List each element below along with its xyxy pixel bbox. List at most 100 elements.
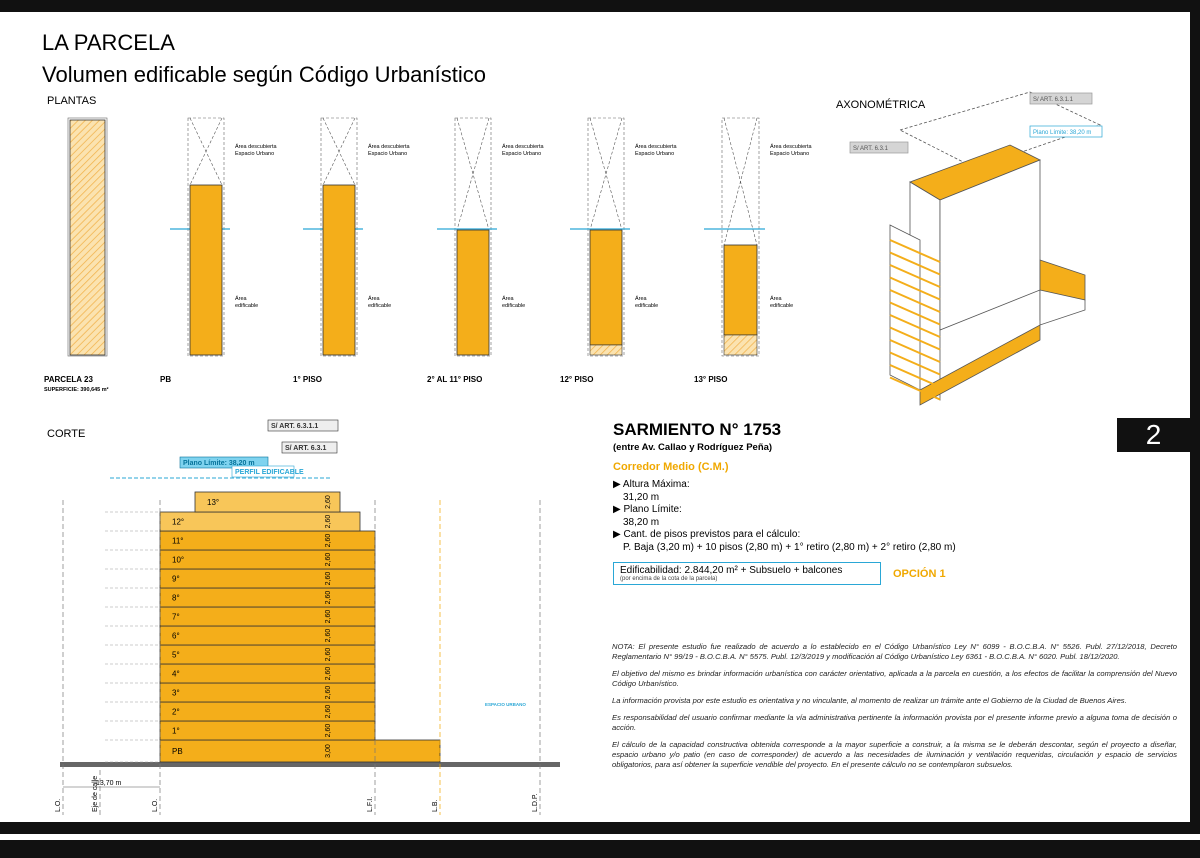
retreat: [723, 334, 758, 356]
slab-edge: [889, 289, 941, 313]
floor: [159, 530, 376, 551]
floor-label: 10°: [172, 556, 184, 565]
tag-box: [849, 141, 909, 154]
floor-plan: [456, 229, 490, 356]
lot-outline: [721, 117, 760, 357]
floor-plan: [189, 184, 223, 356]
edificabilidad: Edificabilidad: 2.844,20 m² + Subsuelo +…: [620, 565, 843, 576]
subtitle: Volumen edificable según Código Urbaníst…: [42, 62, 486, 87]
slab-edge: [889, 351, 941, 376]
section-label: CORTE: [47, 428, 85, 440]
page-number: 2: [1117, 418, 1190, 452]
floor: [159, 549, 376, 570]
floor: [159, 720, 376, 741]
plan-label: Área: [368, 295, 381, 302]
tag-box: [267, 419, 339, 432]
plan-label: Espacio Urbano: [235, 151, 274, 157]
note: Es responsabilidad del usuario confirmar…: [612, 713, 1177, 732]
tag: S/ ART. 6.3.1: [285, 445, 326, 452]
slab-edge: [889, 376, 941, 401]
floor-label: 9°: [172, 575, 180, 584]
lot-outline: [587, 117, 625, 357]
tag-box: [1029, 92, 1093, 105]
district: Corredor Medio (C.M.): [613, 461, 729, 473]
floor-height: 2,60: [325, 515, 332, 529]
floor-label: 3°: [172, 689, 180, 698]
slab-edge: [889, 314, 941, 338]
plan-label: Espacio Urbano: [770, 151, 809, 157]
floor-height: 2,60: [325, 591, 332, 605]
item-label: ▶ Cant. de pisos previstos para el cálcu…: [613, 529, 801, 540]
floor-label: 5°: [172, 651, 180, 660]
between: (entre Av. Callao y Rodríguez Peña): [613, 442, 773, 453]
floor: [194, 491, 341, 513]
floor-height: 2,60: [325, 553, 332, 567]
ground: [60, 762, 560, 767]
floor: [159, 663, 376, 684]
tag: S/ ART. 6.3.1: [853, 146, 889, 152]
floor: [159, 644, 376, 665]
floor-label: 7°: [172, 613, 180, 622]
floor-height: 2,60: [325, 629, 332, 643]
plan-label: Área descubierta: [770, 143, 813, 150]
axonometric-view: [889, 91, 1102, 406]
plan-label: Espacio Urbano: [502, 151, 541, 157]
edificabilidad-note: (por encima de la cota de la parcela): [620, 576, 718, 582]
cross: [589, 117, 623, 231]
plan-label: Área descubierta: [235, 143, 278, 150]
slab-edge: [889, 264, 941, 288]
lot-outline: [320, 117, 358, 357]
plan-label: edificable: [770, 303, 793, 309]
floor: [159, 739, 441, 763]
slab-edge: [889, 339, 941, 363]
floor-label: 4°: [172, 670, 180, 679]
top-bar: [0, 0, 1200, 12]
floor-label: 12°: [172, 518, 184, 527]
lot-outline: [187, 117, 225, 357]
floor-height: 2,60: [325, 724, 332, 738]
floor-height: 2,60: [325, 610, 332, 624]
section-label: PLANTAS: [47, 95, 96, 107]
panel-title: PARCELA 23: [44, 375, 93, 384]
note: NOTA: El presente estudio fue realizado …: [612, 642, 1177, 661]
option: OPCIÓN 1: [893, 567, 946, 580]
floor-height: 2,60: [325, 705, 332, 719]
drawing: LA PARCELA Volumen edificable según Códi…: [42, 30, 1103, 815]
floor-plan: [322, 184, 356, 356]
plan-label: edificable: [502, 303, 525, 309]
floor-label: 1°: [172, 727, 180, 736]
floor-height: 3,00: [325, 744, 332, 758]
reference-label: L.B.: [432, 799, 439, 812]
notes: NOTA: El presente estudio fue realizado …: [612, 642, 1177, 777]
slab-edge: [889, 239, 941, 263]
reference-label: L.O.: [55, 799, 62, 812]
slab-edge: [889, 364, 941, 388]
note: El cálculo de la capacidad constructiva …: [612, 740, 1177, 769]
slab-edge: [889, 251, 941, 276]
note: El objetivo del mismo es brindar informa…: [612, 669, 1177, 688]
reference-label: L.F.I.: [367, 797, 374, 812]
plan-label: Área: [635, 295, 648, 302]
reference-label: L.D.P.: [532, 793, 539, 812]
floor: [159, 587, 376, 608]
tag-box: [281, 441, 338, 454]
dimension-label: 13,70 m: [96, 780, 121, 787]
floor-height: 2,60: [325, 667, 332, 681]
floor-height: 2,60: [325, 572, 332, 586]
plan-label: Espacio Urbano: [368, 151, 407, 157]
slab-edge: [889, 276, 941, 301]
cross: [189, 117, 223, 186]
tag: S/ ART. 6.3.1.1: [271, 423, 318, 430]
panel-title: PB: [160, 375, 171, 384]
tag-box: [1029, 125, 1103, 138]
cross: [322, 117, 356, 186]
tag: PERFIL EDIFICABLE: [235, 469, 304, 476]
retreat: [589, 344, 623, 356]
plan-label: edificable: [368, 303, 391, 309]
plan-label: Área descubierta: [635, 143, 678, 150]
plan-label: Área: [502, 295, 515, 302]
plan-label: Área: [770, 295, 783, 302]
floor-label: 2°: [172, 708, 180, 717]
plan-label: Espacio Urbano: [635, 151, 674, 157]
floor-label: 6°: [172, 632, 180, 641]
